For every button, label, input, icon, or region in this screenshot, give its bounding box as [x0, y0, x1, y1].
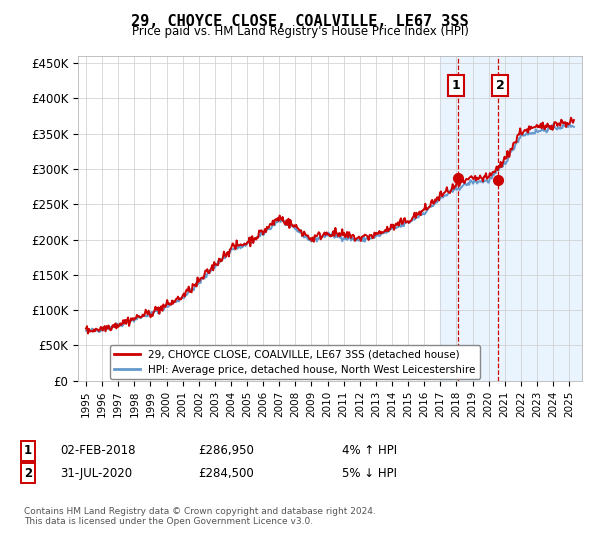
Text: 1: 1 — [24, 444, 32, 458]
Text: 2: 2 — [496, 79, 504, 92]
Text: 02-FEB-2018: 02-FEB-2018 — [60, 444, 136, 458]
Text: 29, CHOYCE CLOSE, COALVILLE, LE67 3SS: 29, CHOYCE CLOSE, COALVILLE, LE67 3SS — [131, 14, 469, 29]
Text: 2: 2 — [24, 466, 32, 480]
Text: 4% ↑ HPI: 4% ↑ HPI — [342, 444, 397, 458]
Text: £284,500: £284,500 — [198, 466, 254, 480]
Text: 31-JUL-2020: 31-JUL-2020 — [60, 466, 132, 480]
Text: 5% ↓ HPI: 5% ↓ HPI — [342, 466, 397, 480]
Text: Contains HM Land Registry data © Crown copyright and database right 2024.
This d: Contains HM Land Registry data © Crown c… — [24, 507, 376, 526]
Text: £286,950: £286,950 — [198, 444, 254, 458]
Bar — [440, 56, 582, 381]
Legend: 29, CHOYCE CLOSE, COALVILLE, LE67 3SS (detached house), HPI: Average price, deta: 29, CHOYCE CLOSE, COALVILLE, LE67 3SS (d… — [110, 346, 480, 379]
Text: 1: 1 — [451, 79, 460, 92]
Text: Price paid vs. HM Land Registry's House Price Index (HPI): Price paid vs. HM Land Registry's House … — [131, 25, 469, 38]
